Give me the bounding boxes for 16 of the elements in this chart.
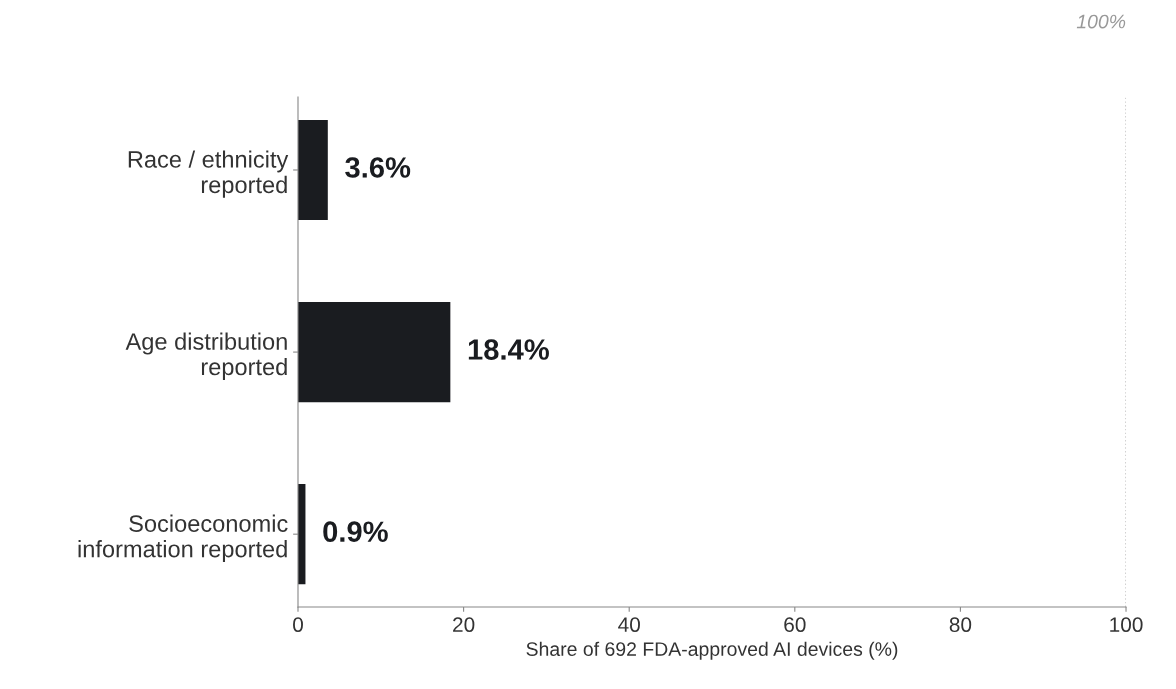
y-tick-label: Socioeconomic information reported [78, 514, 288, 563]
x-tick-label: 60 [784, 617, 806, 633]
x-tick-label: 100 [1110, 617, 1143, 633]
ref-line-label: 100% [1076, 14, 1126, 29]
y-tick-label: Race / ethnicity reported [128, 150, 289, 198]
x-axis-title: Share of 692 FDA-approved AI devices (%) [526, 641, 898, 660]
y-tick-label: Age distribution reported [125, 332, 287, 380]
data-label: 18.4% [468, 339, 549, 360]
bar [298, 119, 328, 221]
x-tick-label: 20 [453, 617, 475, 633]
x-tick-label: 80 [949, 617, 972, 633]
data-label: 3.6% [345, 157, 411, 178]
x-tick-label: 40 [618, 617, 640, 633]
data-label: 0.9% [323, 521, 388, 542]
x-tick-label: 0 [293, 617, 303, 633]
bar [298, 302, 451, 403]
